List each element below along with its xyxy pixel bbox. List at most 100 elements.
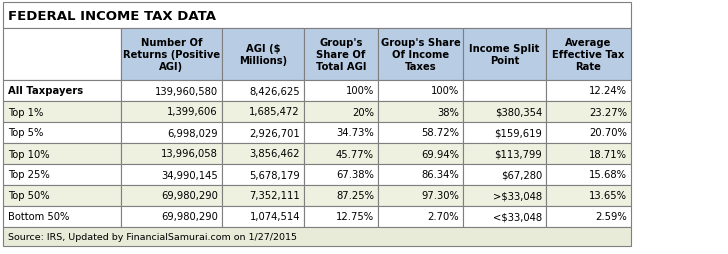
Text: 23.27%: 23.27% <box>589 107 627 117</box>
Bar <box>463 144 546 164</box>
Text: 13,996,058: 13,996,058 <box>161 149 218 159</box>
Bar <box>463 122 546 144</box>
Bar <box>463 81 546 102</box>
Bar <box>304 29 378 81</box>
Text: 12.75%: 12.75% <box>336 212 374 222</box>
Text: $159,619: $159,619 <box>494 128 542 138</box>
Bar <box>304 206 378 227</box>
Bar <box>3 102 121 122</box>
Text: 1,685,472: 1,685,472 <box>250 107 300 117</box>
Text: 5,678,179: 5,678,179 <box>249 170 300 180</box>
Bar <box>222 185 304 206</box>
Text: FEDERAL INCOME TAX DATA: FEDERAL INCOME TAX DATA <box>8 9 216 22</box>
Text: $67,280: $67,280 <box>501 170 542 180</box>
Text: 58.72%: 58.72% <box>421 128 459 138</box>
Bar <box>378 81 463 102</box>
Bar <box>378 164 463 185</box>
Bar <box>121 185 222 206</box>
Bar <box>121 164 222 185</box>
Text: 86.34%: 86.34% <box>422 170 459 180</box>
Text: 7,352,111: 7,352,111 <box>249 191 300 201</box>
Bar <box>121 144 222 164</box>
Text: 139,960,580: 139,960,580 <box>155 86 218 96</box>
Text: 1,074,514: 1,074,514 <box>250 212 300 222</box>
Text: Average
Effective Tax
Rate: Average Effective Tax Rate <box>553 38 625 72</box>
Bar <box>378 102 463 122</box>
Text: 45.77%: 45.77% <box>336 149 374 159</box>
Bar <box>304 122 378 144</box>
Text: 34,990,145: 34,990,145 <box>161 170 218 180</box>
Text: 100%: 100% <box>431 86 459 96</box>
Text: 1,399,606: 1,399,606 <box>167 107 218 117</box>
Bar <box>3 81 121 102</box>
Text: Group's
Share Of
Total AGI: Group's Share Of Total AGI <box>316 38 366 72</box>
Bar <box>121 206 222 227</box>
Text: 69.94%: 69.94% <box>421 149 459 159</box>
Bar <box>546 29 631 81</box>
Text: Top 5%: Top 5% <box>8 128 44 138</box>
Text: 2.70%: 2.70% <box>427 212 459 222</box>
Bar <box>546 81 631 102</box>
Bar <box>222 144 304 164</box>
Bar <box>121 81 222 102</box>
Text: Top 25%: Top 25% <box>8 170 50 180</box>
Bar <box>3 227 631 246</box>
Text: Top 1%: Top 1% <box>8 107 44 117</box>
Text: 100%: 100% <box>346 86 374 96</box>
Text: 2.59%: 2.59% <box>596 212 627 222</box>
Bar <box>378 206 463 227</box>
Text: Bottom 50%: Bottom 50% <box>8 212 69 222</box>
Text: Top 50%: Top 50% <box>8 191 50 201</box>
Bar <box>222 81 304 102</box>
Bar <box>546 206 631 227</box>
Text: 97.30%: 97.30% <box>421 191 459 201</box>
Bar <box>304 185 378 206</box>
Text: 6,998,029: 6,998,029 <box>167 128 218 138</box>
Bar <box>3 122 121 144</box>
Bar <box>222 29 304 81</box>
Bar <box>304 144 378 164</box>
Bar <box>304 164 378 185</box>
Text: 13.65%: 13.65% <box>589 191 627 201</box>
Bar <box>546 164 631 185</box>
Bar <box>463 164 546 185</box>
Bar <box>546 185 631 206</box>
Text: 67.38%: 67.38% <box>336 170 374 180</box>
Text: Top 10%: Top 10% <box>8 149 50 159</box>
Text: 2,926,701: 2,926,701 <box>249 128 300 138</box>
Bar <box>378 29 463 81</box>
Text: <$33,048: <$33,048 <box>493 212 542 222</box>
Text: 12.24%: 12.24% <box>589 86 627 96</box>
Bar <box>3 29 121 81</box>
Bar <box>304 102 378 122</box>
Bar <box>463 185 546 206</box>
Text: 69,980,290: 69,980,290 <box>161 212 218 222</box>
Bar <box>546 144 631 164</box>
Bar <box>3 185 121 206</box>
Text: 3,856,462: 3,856,462 <box>250 149 300 159</box>
Bar <box>121 102 222 122</box>
Text: 20.70%: 20.70% <box>589 128 627 138</box>
Bar <box>3 144 121 164</box>
Bar <box>121 29 222 81</box>
Text: 38%: 38% <box>437 107 459 117</box>
Bar <box>463 206 546 227</box>
Bar <box>3 206 121 227</box>
Bar <box>546 102 631 122</box>
Text: 87.25%: 87.25% <box>336 191 374 201</box>
Bar <box>121 122 222 144</box>
Text: AGI ($
Millions): AGI ($ Millions) <box>239 44 287 66</box>
Text: $380,354: $380,354 <box>495 107 542 117</box>
Text: Income Split
Point: Income Split Point <box>470 44 539 66</box>
Bar <box>378 185 463 206</box>
Text: Group's Share
Of Income
Taxes: Group's Share Of Income Taxes <box>381 38 460 72</box>
Text: 15.68%: 15.68% <box>589 170 627 180</box>
Text: 34.73%: 34.73% <box>336 128 374 138</box>
Bar <box>222 164 304 185</box>
Text: 20%: 20% <box>352 107 374 117</box>
Text: $113,799: $113,799 <box>494 149 542 159</box>
Bar <box>222 206 304 227</box>
Text: 8,426,625: 8,426,625 <box>250 86 300 96</box>
Bar <box>463 102 546 122</box>
Text: Number Of
Returns (Positive
AGI): Number Of Returns (Positive AGI) <box>123 38 220 72</box>
